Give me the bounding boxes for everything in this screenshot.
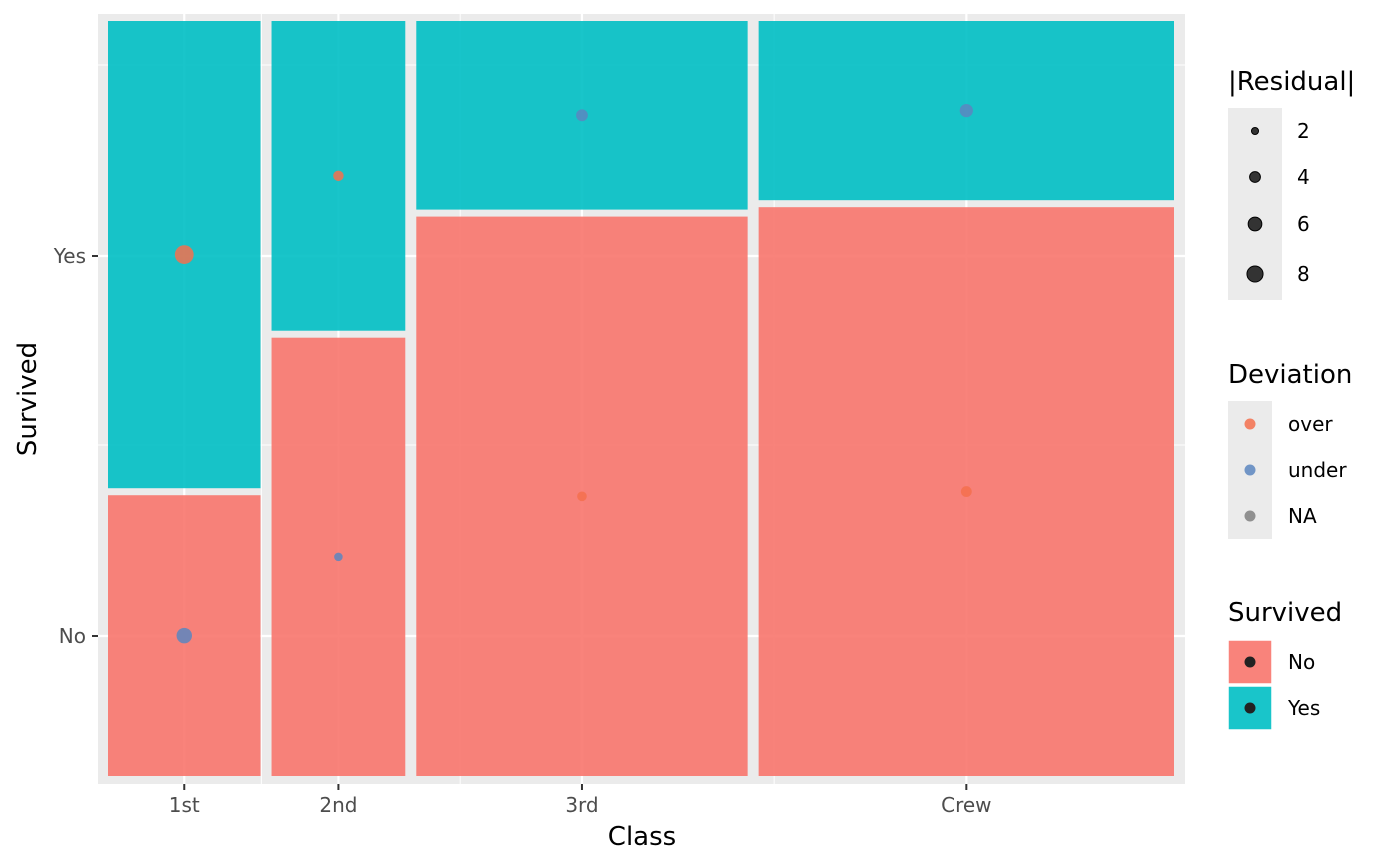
point-3rd-no: [577, 491, 587, 502]
x-axis-title: Class: [608, 822, 676, 852]
point-crew-yes: [959, 103, 973, 118]
legend-deviation-label-over: over: [1288, 412, 1333, 436]
legend-residual-key-6: [1247, 216, 1263, 232]
legend-residual-key-2: [1250, 126, 1260, 136]
legend-residual-key-4: [1249, 171, 1261, 183]
x-axis: 1st 2nd 3rd Crew: [169, 784, 992, 817]
legend-survived-dot-no: [1244, 656, 1256, 668]
legend-residual-label-6: 6: [1297, 212, 1310, 236]
residual-points: [174, 103, 973, 644]
y-axis: Yes No: [53, 244, 98, 648]
legend-deviation-label-na: NA: [1288, 504, 1317, 528]
x-tick-label-1st: 1st: [169, 793, 200, 817]
legend-residual-label-2: 2: [1297, 119, 1310, 143]
legend-residual-key-8: [1246, 265, 1264, 283]
legend-deviation-key-under: [1244, 464, 1256, 476]
legend-deviation-label-under: under: [1288, 458, 1347, 482]
legend-survived-label-yes: Yes: [1287, 696, 1320, 720]
legend-residual-label-8: 8: [1297, 262, 1310, 286]
legend-residual-title: |Residual|: [1228, 67, 1355, 97]
x-tick-label-2nd: 2nd: [319, 793, 357, 817]
legend-residual-label-4: 4: [1297, 165, 1310, 189]
point-2nd-yes: [333, 170, 344, 182]
legend-deviation-title: Deviation: [1228, 360, 1352, 390]
x-tick-label-crew: Crew: [941, 793, 991, 817]
point-1st-yes: [174, 245, 194, 265]
legend-deviation-key-over: [1244, 418, 1256, 430]
x-tick-label-3rd: 3rd: [565, 793, 598, 817]
y-axis-title: Survived: [13, 342, 43, 456]
y-tick-label-no: No: [59, 624, 86, 648]
legend-residual: |Residual| 2 4 6 8: [1228, 67, 1355, 300]
legend-survived-label-no: No: [1288, 650, 1315, 674]
legend-survived: Survived No Yes: [1227, 598, 1342, 731]
point-crew-no: [960, 486, 972, 498]
legend-deviation: Deviation over under NA: [1228, 360, 1352, 539]
point-2nd-no: [334, 552, 343, 562]
legend-survived-title: Survived: [1228, 598, 1342, 628]
legend-survived-dot-yes: [1244, 702, 1256, 714]
point-3rd-yes: [576, 109, 588, 122]
legend-deviation-key-na: [1244, 510, 1256, 522]
y-tick-label-yes: Yes: [53, 244, 86, 268]
point-1st-no: [176, 627, 192, 644]
